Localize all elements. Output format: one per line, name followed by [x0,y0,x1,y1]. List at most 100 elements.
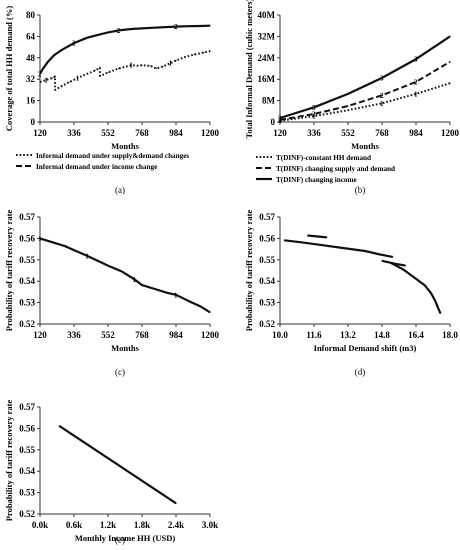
y-tick-label: 0.57 [19,212,35,222]
series-marker: 3 [414,56,418,64]
data-point [69,81,71,83]
data-point [434,300,436,302]
y-tick-label: 0.57 [259,212,275,222]
data-point [402,268,404,271]
data-point [300,241,302,243]
legend-label: T(DINF) changing supply and demand [276,165,395,173]
x-tick-label: 120 [33,330,47,340]
data-point [184,56,186,58]
data-point [437,307,439,309]
x-axis-label: Months [111,141,140,151]
series-marker: 1 [380,100,384,108]
y-tick-label: 0.54 [19,276,35,286]
data-point [162,65,164,68]
series-marker: 2 [174,23,178,31]
data-point [39,81,41,83]
series-marker: 2 [414,78,418,86]
data-point [73,249,75,251]
series-marker: 2 [380,92,384,100]
y-tick-label: 80 [26,10,36,20]
y-axis-label: Probability of tariff recovery rate [4,210,14,332]
series-marker: 2 [117,27,121,35]
x-tick-label: 14.8 [374,330,390,340]
data-point [141,27,143,29]
data-point [121,270,123,273]
data-point [73,42,75,44]
data-point [54,89,56,91]
series-line-1 [279,82,451,122]
data-point [137,65,139,67]
data-point [209,25,211,27]
x-tick-label: 2.4k [168,520,184,530]
x-axis-label: Months [111,343,140,353]
panel-label: (c) [115,367,125,377]
legend-label: T(DINF)-constant HH demand [276,154,371,162]
y-tick-label: 0.54 [259,276,275,286]
data-point [118,67,120,70]
data-point [313,106,315,108]
series-marker: 1 [129,62,133,70]
data-point [381,102,383,104]
panel-label: (e) [115,535,125,545]
data-point [392,256,394,258]
y-tick-label: 0.53 [19,298,35,308]
y-tick-label: 0.57 [19,402,35,412]
y-tick-label: 0.53 [19,488,35,498]
series-marker: 2 [72,40,76,48]
series-line-1 [39,237,211,314]
series-line-3 [279,35,451,120]
data-point [439,312,441,314]
series-marker: 1 [312,113,316,121]
data-point [52,77,54,79]
x-tick-label: 1200 [441,128,460,138]
series-line-2 [279,60,451,121]
data-point [99,67,101,69]
data-point [45,79,47,81]
data-point [58,425,60,427]
x-tick-label: 984 [409,128,423,138]
data-point [64,245,66,247]
data-point [313,115,315,117]
data-point [130,28,132,30]
x-tick-label: 336 [307,128,321,138]
data-point [175,294,177,296]
y-tick-label: 40M [258,10,276,20]
series-line-1 [284,239,393,258]
data-point [99,33,101,36]
data-point [94,69,96,72]
series-line-2 [307,234,327,239]
data-point [449,82,451,84]
series-marker: 2 [312,110,316,118]
y-tick-label: 0.55 [19,445,35,455]
y-axis-label: Coverage of total HH demand (%) [4,6,14,132]
data-point [321,244,324,246]
data-point [61,49,63,51]
data-point [347,109,349,111]
x-tick-label: 1200 [201,330,220,340]
series-marker: 3 [278,114,282,122]
data-point [53,54,55,56]
x-axis-label: Informal Demand shift (m3) [314,343,417,353]
data-point [381,260,383,262]
y-tick-label: 0.52 [19,509,35,519]
data-point [326,236,328,238]
data-point [86,37,88,39]
data-point [449,35,451,38]
series-marker: 1 [85,252,89,260]
y-tick-label: 16 [26,96,36,106]
x-tick-label: 1.2k [100,520,116,530]
data-point [209,311,211,313]
data-point [86,73,88,75]
series-marker: 1 [132,276,136,284]
data-point [154,27,156,29]
series-line-1 [58,424,177,505]
x-tick-label: 1200 [201,128,220,138]
data-point [423,284,426,286]
data-point [343,247,345,249]
data-point [107,31,109,33]
data-point [99,261,101,263]
data-point [193,53,195,56]
data-point [107,265,109,267]
data-point [86,255,88,257]
data-point [347,93,349,95]
